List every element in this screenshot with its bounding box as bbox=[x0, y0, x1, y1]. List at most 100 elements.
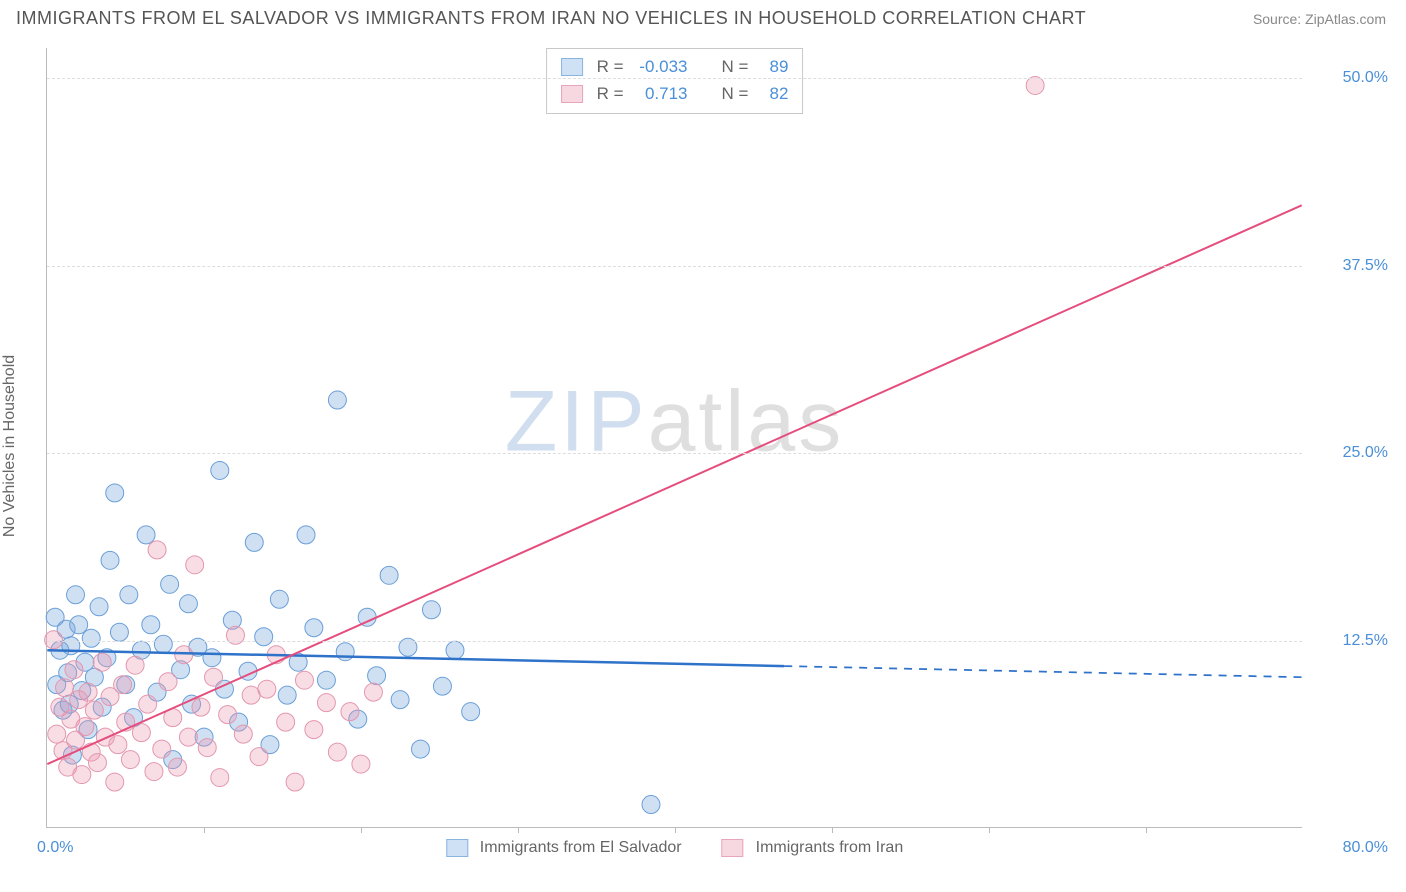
legend-item-iran: Immigrants from Iran bbox=[722, 839, 904, 857]
data-point-iran bbox=[73, 766, 91, 784]
data-point-el_salvador bbox=[317, 671, 335, 689]
data-point-iran bbox=[341, 703, 359, 721]
stat-n-label: N = bbox=[722, 80, 749, 107]
data-point-iran bbox=[168, 758, 186, 776]
y-axis-title: No Vehicles in Household bbox=[1, 355, 19, 537]
data-point-el_salvador bbox=[422, 601, 440, 619]
data-point-iran bbox=[258, 680, 276, 698]
data-point-el_salvador bbox=[336, 643, 354, 661]
data-point-iran bbox=[56, 679, 74, 697]
data-point-el_salvador bbox=[380, 566, 398, 584]
data-point-iran bbox=[79, 683, 97, 701]
data-point-iran bbox=[328, 743, 346, 761]
x-tick bbox=[675, 827, 676, 833]
stat-r-value: -0.033 bbox=[634, 53, 688, 80]
data-point-iran bbox=[205, 668, 223, 686]
chart-title: IMMIGRANTS FROM EL SALVADOR VS IMMIGRANT… bbox=[16, 8, 1086, 29]
y-tick-label: 50.0% bbox=[1308, 69, 1388, 87]
data-point-iran bbox=[179, 728, 197, 746]
data-point-iran bbox=[211, 769, 229, 787]
data-point-iran bbox=[93, 653, 111, 671]
stat-n-value: 82 bbox=[758, 80, 788, 107]
data-point-el_salvador bbox=[101, 551, 119, 569]
data-point-el_salvador bbox=[82, 629, 100, 647]
data-point-el_salvador bbox=[106, 484, 124, 502]
stat-r-label: R = bbox=[597, 80, 624, 107]
data-point-el_salvador bbox=[70, 616, 88, 634]
chart-plot-area: ZIPatlas R =-0.033N =89R =0.713N =82 0.0… bbox=[46, 48, 1302, 828]
legend-label: Immigrants from El Salvador bbox=[480, 839, 682, 857]
data-point-el_salvador bbox=[642, 796, 660, 814]
data-point-el_salvador bbox=[368, 667, 386, 685]
stats-row-el_salvador: R =-0.033N =89 bbox=[561, 53, 789, 80]
data-point-iran bbox=[48, 725, 66, 743]
data-point-iran bbox=[153, 740, 171, 758]
swatch-el_salvador bbox=[561, 58, 583, 76]
data-point-el_salvador bbox=[270, 590, 288, 608]
data-point-iran bbox=[175, 646, 193, 664]
data-point-iran bbox=[76, 718, 94, 736]
x-tick bbox=[832, 827, 833, 833]
stat-n-value: 89 bbox=[758, 53, 788, 80]
data-point-iran bbox=[148, 541, 166, 559]
data-point-iran bbox=[114, 676, 132, 694]
data-point-iran bbox=[305, 721, 323, 739]
data-point-iran bbox=[106, 773, 124, 791]
data-point-iran bbox=[226, 626, 244, 644]
data-point-iran bbox=[126, 656, 144, 674]
data-point-iran bbox=[121, 751, 139, 769]
data-point-el_salvador bbox=[211, 461, 229, 479]
trend-line-iran bbox=[47, 205, 1301, 764]
data-point-iran bbox=[286, 773, 304, 791]
trend-line-el_salvador bbox=[47, 650, 784, 666]
data-point-el_salvador bbox=[446, 641, 464, 659]
data-point-iran bbox=[132, 724, 150, 742]
data-point-iran bbox=[85, 701, 103, 719]
y-tick-label: 37.5% bbox=[1308, 257, 1388, 275]
data-point-el_salvador bbox=[278, 686, 296, 704]
data-point-el_salvador bbox=[245, 533, 263, 551]
data-point-iran bbox=[277, 713, 295, 731]
data-point-el_salvador bbox=[297, 526, 315, 544]
stat-r-label: R = bbox=[597, 53, 624, 80]
data-point-iran bbox=[364, 683, 382, 701]
y-tick-label: 25.0% bbox=[1308, 444, 1388, 462]
data-point-el_salvador bbox=[328, 391, 346, 409]
data-point-el_salvador bbox=[67, 586, 85, 604]
data-point-iran bbox=[352, 755, 370, 773]
data-point-el_salvador bbox=[255, 628, 273, 646]
x-tick bbox=[361, 827, 362, 833]
stats-row-iran: R = 0.713 N = 82 bbox=[561, 80, 789, 107]
data-point-el_salvador bbox=[391, 691, 409, 709]
data-point-iran bbox=[88, 754, 106, 772]
data-point-iran bbox=[192, 698, 210, 716]
chart-svg bbox=[47, 48, 1302, 827]
source-attribution: Source: ZipAtlas.com bbox=[1253, 11, 1386, 27]
data-point-el_salvador bbox=[137, 526, 155, 544]
legend: Immigrants from El Salvador Immigrants fr… bbox=[446, 839, 903, 857]
x-axis-origin-label: 0.0% bbox=[37, 839, 73, 857]
data-point-iran bbox=[250, 748, 268, 766]
data-point-iran bbox=[1026, 76, 1044, 94]
data-point-iran bbox=[139, 695, 157, 713]
x-axis-max-label: 80.0% bbox=[1343, 839, 1388, 857]
x-tick bbox=[989, 827, 990, 833]
data-point-el_salvador bbox=[462, 703, 480, 721]
data-point-el_salvador bbox=[179, 595, 197, 613]
data-point-iran bbox=[219, 706, 237, 724]
trend-line-dashed-el_salvador bbox=[784, 666, 1301, 677]
stat-r-value: 0.713 bbox=[634, 80, 688, 107]
legend-swatch-el_salvador bbox=[446, 839, 468, 857]
gridline-h bbox=[47, 266, 1302, 267]
data-point-iran bbox=[159, 673, 177, 691]
data-point-iran bbox=[65, 661, 83, 679]
legend-swatch-iran bbox=[722, 839, 744, 857]
gridline-h bbox=[47, 641, 1302, 642]
chart-header: IMMIGRANTS FROM EL SALVADOR VS IMMIGRANT… bbox=[0, 0, 1406, 33]
data-point-el_salvador bbox=[120, 586, 138, 604]
data-point-el_salvador bbox=[161, 575, 179, 593]
data-point-iran bbox=[317, 694, 335, 712]
x-tick bbox=[518, 827, 519, 833]
data-point-iran bbox=[295, 671, 313, 689]
swatch-iran bbox=[561, 85, 583, 103]
